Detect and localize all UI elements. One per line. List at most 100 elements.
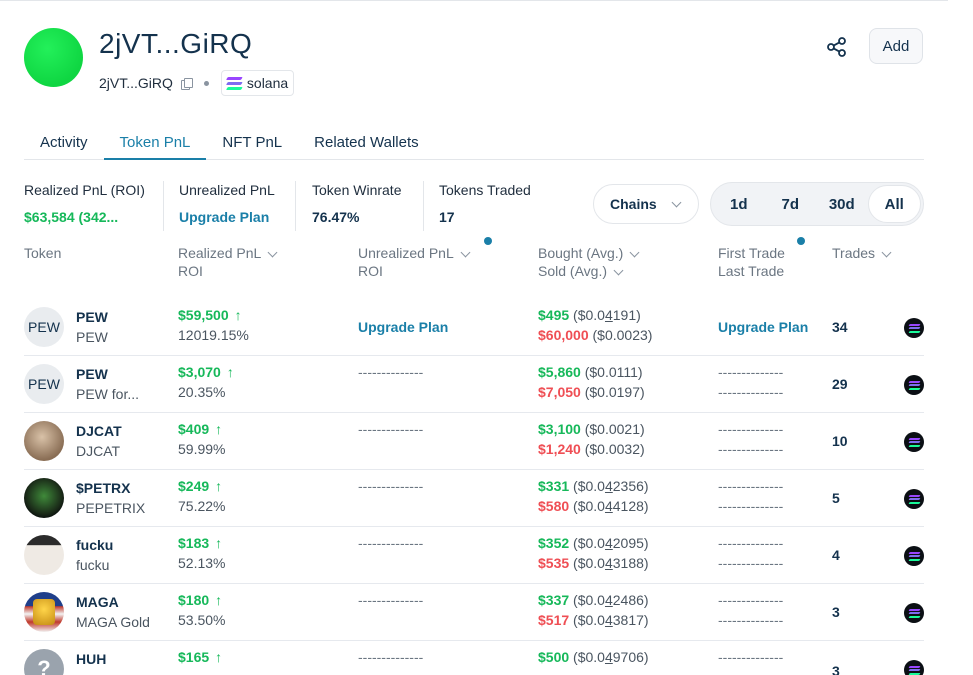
divider <box>163 181 164 231</box>
range-7d[interactable]: 7d <box>781 195 799 213</box>
realized-value: $165 <box>178 649 210 665</box>
chains-label: Chains <box>610 196 657 212</box>
range-1d[interactable]: 1d <box>729 195 748 213</box>
chevron-down-icon <box>613 265 624 276</box>
range-all[interactable]: All <box>867 185 921 223</box>
roi-value: 52.13% <box>178 555 226 571</box>
token-name: PEW <box>76 329 108 345</box>
tab-activity[interactable]: Activity <box>40 134 88 151</box>
stat-value: 76.47% <box>312 209 360 225</box>
solana-chain-icon <box>904 375 924 395</box>
first-trade-empty: -------------- <box>718 421 784 437</box>
solana-chain-icon <box>904 318 924 338</box>
separator-dot <box>203 80 209 86</box>
token-name: PEW for... <box>76 386 140 402</box>
upgrade-plan-link[interactable]: Upgrade Plan <box>718 319 809 335</box>
token-symbol[interactable]: HUH <box>76 651 107 667</box>
divider <box>295 181 296 231</box>
bought-value: $500 <box>538 649 570 665</box>
share-button[interactable] <box>822 32 852 62</box>
bought-value: $331 <box>538 478 570 494</box>
token-symbol[interactable]: DJCAT <box>76 423 122 439</box>
sold-value: $60,000 <box>538 327 589 343</box>
chevron-down-icon <box>460 247 471 258</box>
trades-count: 29 <box>832 376 848 392</box>
arrow-up-icon: ↑ <box>215 421 223 437</box>
copy-icon[interactable] <box>180 77 193 90</box>
table-row[interactable]: fucku fucku $183 ↑ 52.13% -------------- … <box>24 527 924 584</box>
token-symbol[interactable]: fucku <box>76 537 114 553</box>
sold-value: $535 <box>538 555 570 571</box>
range-30d[interactable]: 30d <box>828 195 855 213</box>
question-icon: ? <box>24 649 64 675</box>
col-bought-sold[interactable]: Bought (Avg.) Sold (Avg.) <box>538 244 640 280</box>
table-row[interactable]: PEW PEW PEW $59,500 ↑ 12019.15% Upgrade P… <box>24 299 924 356</box>
trades-count: 34 <box>832 319 848 335</box>
col-unrealized[interactable]: Unrealized PnL ROI <box>358 244 471 280</box>
first-trade-empty: -------------- <box>718 592 784 608</box>
maga-token-image <box>24 592 64 632</box>
chain-chip[interactable]: solana <box>220 70 295 96</box>
chevron-down-icon <box>671 197 682 207</box>
col-first-last-trade: First Trade Last Trade <box>718 244 785 280</box>
stat-label: Unrealized PnL <box>179 182 275 198</box>
stat-label: Tokens Traded <box>439 182 531 198</box>
unrealized-empty: -------------- <box>358 649 424 665</box>
premium-dot-icon <box>797 237 805 245</box>
unrealized-empty: -------------- <box>358 421 424 437</box>
solana-chain-icon <box>904 660 924 675</box>
bought-value: $3,100 <box>538 421 581 437</box>
col-bought-label: Bought (Avg.) <box>538 245 624 261</box>
sold-value: $1,240 <box>538 441 581 457</box>
token-name: DJCAT <box>76 443 121 459</box>
token-symbol[interactable]: $PETRX <box>76 480 131 496</box>
trades-count: 3 <box>832 604 840 620</box>
col-roi-label: ROI <box>178 263 203 279</box>
bought-avg: ($0.0111) <box>584 364 643 380</box>
last-trade-empty: -------------- <box>718 555 784 571</box>
solana-chain-icon <box>904 489 924 509</box>
last-trade-empty: -------------- <box>718 384 784 400</box>
col-realized[interactable]: Realized PnL ROI <box>178 244 278 280</box>
upgrade-plan-link[interactable]: Upgrade Plan <box>179 209 270 225</box>
token-symbol[interactable]: PEW <box>76 366 108 382</box>
token-symbol[interactable]: PEW <box>76 309 108 325</box>
stat-unrealized: Unrealized PnL Upgrade Plan <box>179 182 275 225</box>
bought-value: $337 <box>538 592 570 608</box>
stat-value: 17 <box>439 209 455 225</box>
add-button[interactable]: Add <box>869 28 923 64</box>
stat-tokens-traded: Tokens Traded 17 <box>439 182 531 225</box>
bought-value: $352 <box>538 535 570 551</box>
arrow-up-icon: ↑ <box>226 364 234 380</box>
chevron-down-icon <box>881 247 892 258</box>
djcat-token-image <box>24 421 64 461</box>
share-icon <box>827 37 846 57</box>
chevron-down-icon <box>267 247 278 258</box>
table-row[interactable]: ? HUH $165 ↑ -------------- $500 ($0.0497… <box>24 641 924 675</box>
last-trade-empty: -------------- <box>718 612 784 628</box>
chains-dropdown[interactable]: Chains <box>593 184 699 224</box>
table-row[interactable]: MAGA MAGA Gold $180 ↑ 53.50% ------------… <box>24 584 924 641</box>
upgrade-plan-link[interactable]: Upgrade Plan <box>358 319 449 335</box>
bought-value: $5,860 <box>538 364 581 380</box>
chain-label: solana <box>246 75 289 91</box>
realized-value: $249 <box>178 478 210 494</box>
arrow-up-icon: ↑ <box>215 535 223 551</box>
token-symbol[interactable]: MAGA <box>76 594 119 610</box>
col-realized-label: Realized PnL <box>178 245 262 261</box>
tab-nft-pnl[interactable]: NFT PnL <box>222 134 283 151</box>
unrealized-empty: -------------- <box>358 592 424 608</box>
tab-token-pnl[interactable]: Token PnL <box>103 124 207 160</box>
tab-related-wallets[interactable]: Related Wallets <box>314 134 419 151</box>
first-trade-empty: -------------- <box>718 535 784 551</box>
table-row[interactable]: DJCAT DJCAT $409 ↑ 59.99% -------------- … <box>24 413 924 470</box>
solana-chain-icon <box>904 546 924 566</box>
col-unrealized-label: Unrealized PnL <box>358 245 454 261</box>
address-row: 2jVT...GiRQ solana <box>99 70 295 96</box>
table-row[interactable]: $PETRX PEPETRIX $249 ↑ 75.22% -----------… <box>24 470 924 527</box>
realized-value: $183 <box>178 535 210 551</box>
table-row[interactable]: PEW PEW PEW for... $3,070 ↑ 20.35% ------… <box>24 356 924 413</box>
col-trades[interactable]: Trades <box>832 244 892 262</box>
sold-value: $580 <box>538 498 570 514</box>
token-icon: PEW <box>24 307 64 347</box>
